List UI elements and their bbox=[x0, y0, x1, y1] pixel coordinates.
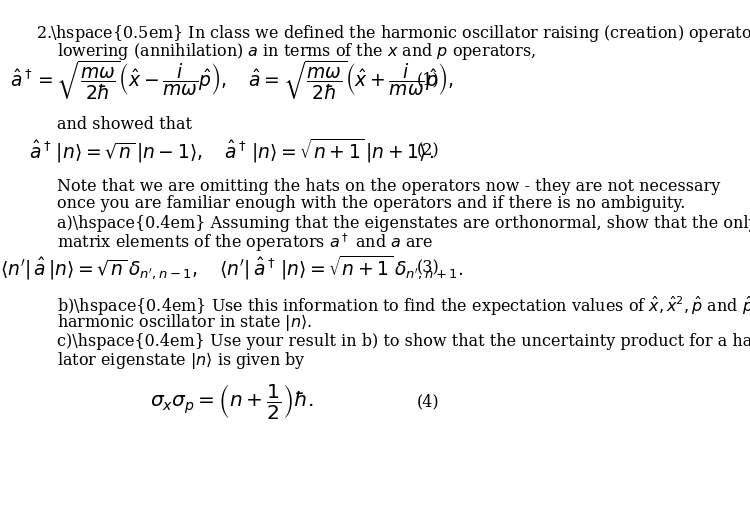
Text: harmonic oscillator in state $|n\rangle$.: harmonic oscillator in state $|n\rangle$… bbox=[56, 313, 312, 333]
Text: lator eigenstate $|n\rangle$ is given by: lator eigenstate $|n\rangle$ is given by bbox=[56, 350, 305, 371]
Text: (2): (2) bbox=[417, 142, 440, 159]
Text: lowering (annihilation) $a$ in terms of the $x$ and $p$ operators,: lowering (annihilation) $a$ in terms of … bbox=[56, 41, 536, 62]
Text: matrix elements of the operators $a^\dagger$ and $a$ are: matrix elements of the operators $a^\dag… bbox=[56, 232, 433, 254]
Text: 2.\hspace{0.5em} In class we defined the harmonic oscillator raising (creation) : 2.\hspace{0.5em} In class we defined the… bbox=[36, 22, 750, 45]
Text: $\langle n'|\,\hat{a}\,|n\rangle = \sqrt{n}\,\delta_{n',n-1},\quad \langle n'|\,: $\langle n'|\,\hat{a}\,|n\rangle = \sqrt… bbox=[1, 253, 464, 282]
Text: (4): (4) bbox=[417, 393, 440, 410]
Text: c)\hspace{0.4em} Use your result in b) to show that the uncertainty product for : c)\hspace{0.4em} Use your result in b) t… bbox=[56, 333, 750, 350]
Text: Note that we are omitting the hats on the operators now - they are not necessary: Note that we are omitting the hats on th… bbox=[56, 178, 720, 195]
Text: (1): (1) bbox=[417, 71, 440, 88]
Text: $\hat{a}^\dagger\,|n\rangle = \sqrt{n}\,|n-1\rangle,\quad \hat{a}^\dagger\,|n\ra: $\hat{a}^\dagger\,|n\rangle = \sqrt{n}\,… bbox=[29, 137, 435, 165]
Text: once you are familiar enough with the operators and if there is no ambiguity.: once you are familiar enough with the op… bbox=[56, 195, 685, 212]
Text: b)\hspace{0.4em} Use this information to find the expectation values of $\hat{x}: b)\hspace{0.4em} Use this information to… bbox=[56, 295, 750, 318]
Text: and showed that: and showed that bbox=[56, 116, 191, 133]
Text: $\hat{a}^\dagger = \sqrt{\dfrac{m\omega}{2\hbar}}\left(\hat{x} - \dfrac{i}{m\ome: $\hat{a}^\dagger = \sqrt{\dfrac{m\omega}… bbox=[10, 58, 454, 101]
Text: a)\hspace{0.4em} Assuming that the eigenstates are orthonormal, show that the on: a)\hspace{0.4em} Assuming that the eigen… bbox=[56, 214, 750, 232]
Text: $\sigma_x \sigma_p = \left(n + \dfrac{1}{2}\right)\hbar.$: $\sigma_x \sigma_p = \left(n + \dfrac{1}… bbox=[151, 382, 314, 421]
Text: (3): (3) bbox=[417, 259, 440, 276]
